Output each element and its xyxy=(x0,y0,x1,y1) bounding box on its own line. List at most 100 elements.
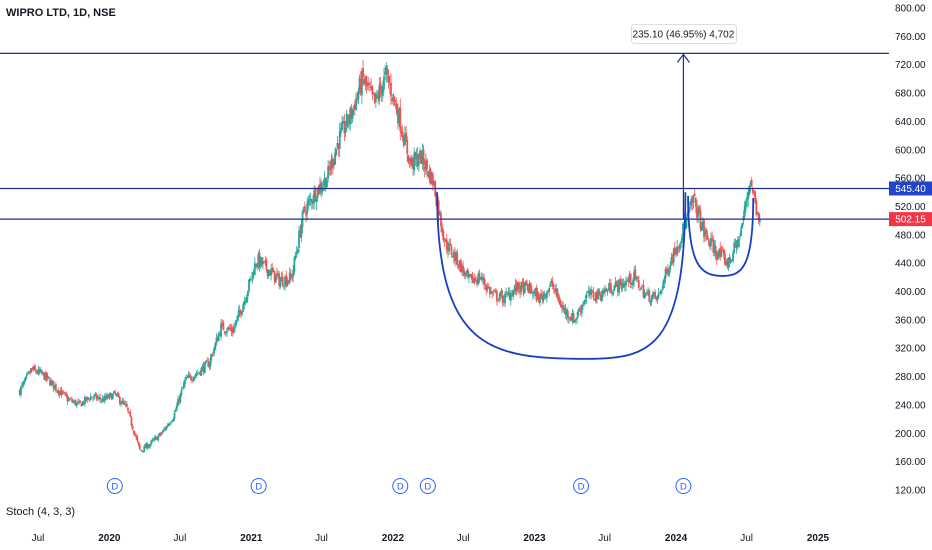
candle xyxy=(470,274,473,280)
candle xyxy=(726,259,729,270)
candle xyxy=(664,267,667,284)
candle xyxy=(109,392,112,398)
candle xyxy=(289,268,292,280)
candle xyxy=(711,231,714,242)
candle xyxy=(139,449,142,451)
candle xyxy=(283,285,285,290)
candle xyxy=(294,251,297,261)
candle xyxy=(246,290,249,302)
candle xyxy=(172,417,175,422)
candle xyxy=(592,286,595,301)
candle xyxy=(37,365,40,377)
candle xyxy=(437,196,440,222)
candle xyxy=(323,171,326,192)
y-tick-label: 760.00 xyxy=(895,32,926,43)
candle xyxy=(734,238,737,248)
candle xyxy=(568,316,570,325)
candle xyxy=(488,286,491,299)
candle xyxy=(662,279,665,291)
candle xyxy=(620,278,623,293)
candle xyxy=(596,290,598,304)
candle xyxy=(47,376,50,380)
candle xyxy=(694,197,697,214)
candle xyxy=(214,342,217,351)
candle xyxy=(757,211,760,225)
candle xyxy=(24,376,27,383)
candle xyxy=(525,280,527,286)
candle xyxy=(377,90,380,104)
candle xyxy=(327,160,330,183)
candle xyxy=(191,376,193,384)
dividend-marker[interactable]: D xyxy=(419,478,436,494)
candle xyxy=(45,372,48,383)
candle xyxy=(306,197,309,221)
candle xyxy=(438,210,441,216)
candle xyxy=(174,407,177,413)
candle xyxy=(198,372,200,374)
dividend-marker[interactable]: D xyxy=(392,478,409,494)
cup-pattern-curve[interactable] xyxy=(436,192,687,360)
candle xyxy=(84,394,86,407)
candle xyxy=(305,210,307,223)
candle xyxy=(615,280,618,288)
candle xyxy=(263,260,266,264)
candle xyxy=(259,256,262,269)
candle xyxy=(522,278,525,297)
candle xyxy=(366,81,369,90)
candle xyxy=(498,293,501,303)
candle xyxy=(657,287,660,300)
candle xyxy=(371,85,374,101)
x-tick-label: Jul xyxy=(457,533,470,544)
candle xyxy=(178,396,181,406)
y-tick-label: 400.00 xyxy=(895,287,926,298)
candle xyxy=(526,279,528,291)
candle xyxy=(407,154,410,165)
candle xyxy=(634,265,637,281)
candle xyxy=(642,279,645,299)
candle xyxy=(505,287,508,298)
candle xyxy=(180,386,183,397)
candle xyxy=(523,282,526,294)
candle xyxy=(208,361,211,371)
x-tick-label: 2024 xyxy=(665,533,688,544)
candle xyxy=(485,283,488,295)
dividend-marker[interactable]: D xyxy=(250,478,267,494)
candle xyxy=(137,441,140,447)
candle xyxy=(357,87,360,104)
price-axis-label-box xyxy=(889,181,932,196)
candle xyxy=(186,374,189,378)
candle xyxy=(313,185,316,210)
candle xyxy=(458,260,461,272)
candle xyxy=(124,400,127,408)
drawing-overlays[interactable]: 235.10 (46.95%) 4,702 D D D D D D xyxy=(0,23,889,494)
candle xyxy=(654,288,656,300)
candle xyxy=(571,308,574,325)
candle xyxy=(96,395,99,401)
candle xyxy=(584,295,587,305)
handle-pattern-curve[interactable] xyxy=(687,195,755,277)
dividend-marker[interactable]: D xyxy=(106,478,123,494)
stochastic-indicator-label[interactable]: Stoch (4, 3, 3) xyxy=(6,506,76,518)
candle xyxy=(93,393,96,401)
candle xyxy=(430,171,433,185)
dividend-marker[interactable]: D xyxy=(573,478,590,494)
dividend-marker[interactable]: D xyxy=(675,478,692,494)
candle xyxy=(337,143,340,157)
candle xyxy=(18,388,21,396)
candle xyxy=(455,250,458,265)
candle xyxy=(217,331,220,342)
candle xyxy=(242,302,245,312)
candle xyxy=(537,291,540,303)
candle xyxy=(613,284,616,292)
candle xyxy=(255,262,257,268)
candle xyxy=(156,436,158,441)
candle xyxy=(165,425,168,431)
candle xyxy=(266,269,269,279)
candle xyxy=(106,392,108,401)
candle xyxy=(87,396,90,401)
candle xyxy=(589,287,591,300)
candle xyxy=(296,247,299,253)
candle xyxy=(622,278,625,289)
candle xyxy=(578,306,581,312)
